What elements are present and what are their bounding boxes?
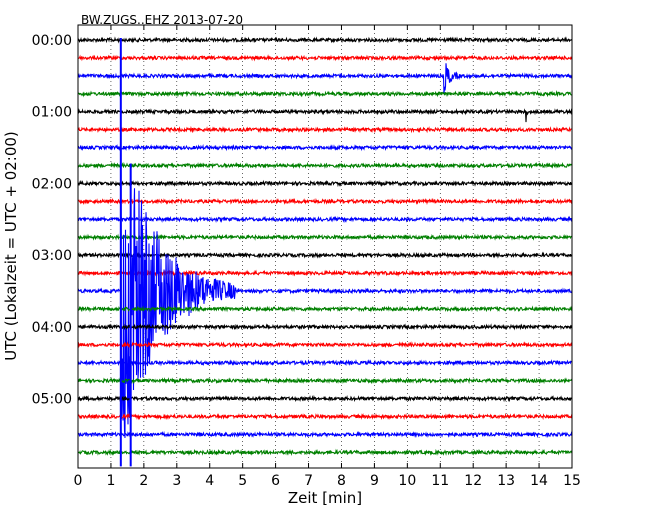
x-tick-label: 6	[271, 473, 280, 489]
x-tick-label: 9	[370, 473, 379, 489]
seismic-trace	[77, 197, 573, 205]
x-tick-label: 3	[172, 473, 181, 489]
seismic-trace	[77, 448, 573, 456]
y-axis-ticks: 00:00 01:00 02:00 03:00 04:00 05:00	[32, 33, 572, 408]
x-axis-ticks: 0 1 2 3 4 5 6 7 8 9 10 11 12 13 14 15	[74, 25, 581, 489]
y-tick-label: 04:00	[32, 320, 72, 336]
seismic-trace	[77, 179, 573, 188]
seismic-trace	[77, 36, 573, 44]
x-tick-label: 1	[106, 473, 115, 489]
chart-title: BW.ZUGS..EHZ 2013-07-20	[81, 13, 243, 27]
seismic-trace	[77, 108, 573, 123]
seismic-trace	[77, 323, 573, 331]
seismic-trace	[77, 161, 573, 170]
x-tick-label: 5	[238, 473, 247, 489]
y-axis-label: UTC (Lokalzeit = UTC + 02:00)	[2, 131, 20, 361]
x-tick-label: 4	[205, 473, 214, 489]
plot-frame	[77, 24, 573, 469]
trace-layer	[77, 36, 573, 456]
x-tick-label: 10	[398, 473, 416, 489]
seismic-trace	[77, 125, 573, 134]
y-tick-label: 05:00	[32, 392, 72, 408]
seismic-trace	[78, 305, 573, 313]
seismic-trace	[77, 54, 573, 62]
seismic-trace	[77, 394, 573, 403]
y-tick-label: 01:00	[32, 105, 72, 121]
x-tick-label: 15	[563, 473, 581, 489]
seismic-trace	[77, 90, 573, 98]
seismic-trace	[77, 341, 573, 349]
seismic-trace	[77, 233, 573, 241]
seismic-trace	[77, 251, 573, 259]
x-tick-label: 13	[497, 473, 515, 489]
y-tick-label: 02:00	[32, 176, 72, 192]
seismic-trace	[77, 215, 573, 224]
x-tick-label: 12	[464, 473, 482, 489]
x-tick-label: 0	[74, 473, 83, 489]
x-tick-label: 8	[337, 473, 346, 489]
spike-layer	[119, 38, 132, 467]
seismic-trace	[77, 148, 573, 438]
seismic-trace	[77, 430, 573, 439]
y-tick-label: 03:00	[32, 248, 72, 264]
seismic-trace	[77, 376, 573, 385]
seismic-trace	[77, 63, 573, 94]
x-tick-label: 11	[431, 473, 449, 489]
seismic-trace	[77, 412, 573, 421]
y-tick-label: 00:00	[32, 33, 72, 49]
x-axis-label: Zeit [min]	[288, 489, 362, 507]
seismic-trace	[77, 359, 573, 367]
x-tick-label: 7	[304, 473, 313, 489]
seismic-trace	[77, 143, 573, 152]
x-tick-label: 14	[530, 473, 548, 489]
x-tick-label: 2	[139, 473, 148, 489]
